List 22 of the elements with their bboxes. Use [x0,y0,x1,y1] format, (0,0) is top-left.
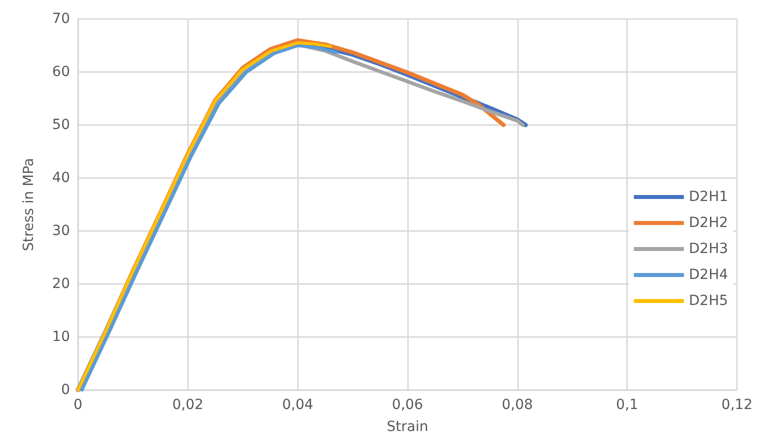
y-tick-label: 30 [52,223,70,239]
y-tick-label: 10 [52,329,70,345]
x-tick-label: 0,06 [392,397,424,413]
y-tick-label: 60 [52,64,70,80]
y-tick-label: 20 [52,276,70,292]
legend-label: D2H4 [688,267,728,283]
y-tick-label: 0 [61,382,70,398]
y-tick-label: 50 [52,117,70,133]
x-tick-label: 0 [74,397,82,413]
y-tick-label: 40 [52,170,70,186]
y-axis-title: Stress in MPa [21,158,37,252]
x-tick-label: 0,12 [721,397,753,413]
x-tick-label: 0,1 [616,397,638,413]
y-tick-label: 70 [52,11,70,27]
legend-label: D2H2 [688,215,728,231]
x-tick-label: 0,04 [282,397,314,413]
legend-label: D2H1 [688,189,728,205]
x-tick-label: 0,02 [172,397,204,413]
x-axis-title: Strain [386,419,428,435]
x-tick-label: 0,08 [502,397,533,413]
legend-label: D2H5 [688,293,728,309]
legend-label: D2H3 [688,241,728,257]
